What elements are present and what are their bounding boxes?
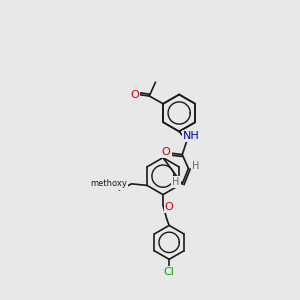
Text: O: O (118, 179, 127, 189)
Text: methoxy: methoxy (90, 179, 127, 188)
Text: NH: NH (183, 131, 200, 141)
Text: O: O (130, 89, 139, 100)
Text: H: H (172, 176, 180, 187)
Text: O: O (165, 202, 173, 212)
Text: O: O (162, 147, 170, 157)
Text: H: H (192, 161, 199, 171)
Text: Cl: Cl (164, 267, 175, 277)
